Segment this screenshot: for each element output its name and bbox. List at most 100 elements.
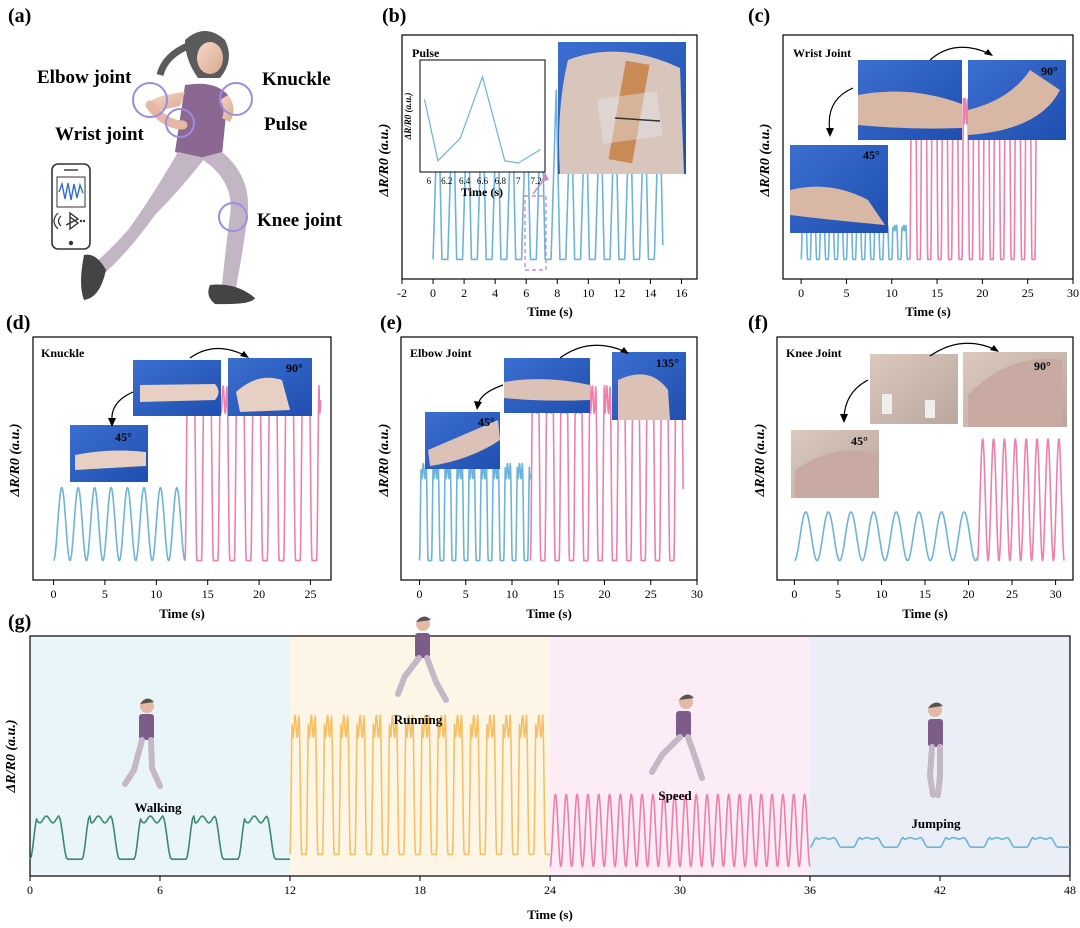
wrist-photos: 90° 45° bbox=[790, 46, 1066, 233]
x-tick-label-f-0: 0 bbox=[791, 587, 797, 601]
panel-c-label: (c) bbox=[748, 5, 770, 27]
activity-jumping: Jumping bbox=[911, 816, 961, 831]
label-elbow-joint: Elbow joint bbox=[37, 67, 132, 88]
x-axis-label-g: Time (s) bbox=[527, 907, 573, 922]
x-tick-label-g-3: 18 bbox=[414, 883, 426, 897]
x-axis-label-d: Time (s) bbox=[159, 606, 205, 621]
x-tick-label-g-0: 0 bbox=[27, 883, 33, 897]
panel-f-label: (f) bbox=[748, 312, 768, 334]
jumping-figure bbox=[926, 702, 943, 798]
x-tick-label-b-2: 2 bbox=[461, 286, 467, 300]
series-line-g-0-0 bbox=[29, 815, 290, 860]
inset-x-tick-label-6: 7.2 bbox=[530, 176, 541, 186]
speed-figure bbox=[649, 694, 705, 781]
series-line-c-0-0 bbox=[800, 224, 911, 261]
elbow-angle-135: 135° bbox=[656, 356, 679, 370]
panel-e-label: (e) bbox=[380, 312, 402, 334]
series-line-g-2-0 bbox=[549, 793, 811, 868]
axes-f: 0 5 10 15 20 25 30 Time (s) ΔR/R0 (a.u.) bbox=[753, 424, 1062, 621]
x-tick-label-e-3: 15 bbox=[552, 587, 564, 601]
panel-b-label: (b) bbox=[382, 5, 406, 27]
x-axis-label-b: Time (s) bbox=[527, 304, 573, 319]
x-tick-label-g-8: 48 bbox=[1064, 883, 1076, 897]
series-line-g-1-0 bbox=[289, 714, 551, 856]
label-pulse: Pulse bbox=[264, 114, 307, 135]
activity-speed: Speed bbox=[658, 788, 692, 803]
panel-g: (g) 0 6 12 18 24 30 36 42 48 Time (s) ΔR/R0 (a.u.)… bbox=[4, 611, 1076, 922]
x-tick-label-b-4: 6 bbox=[523, 286, 529, 300]
y-axis-label-g: ΔR/R0 (a.u.) bbox=[4, 720, 19, 794]
series-line-d-0-0 bbox=[52, 486, 186, 562]
series-line-f-0-0 bbox=[794, 511, 978, 562]
x-tick-label-d-4: 20 bbox=[253, 587, 265, 601]
x-tick-label-g-5: 30 bbox=[674, 883, 686, 897]
x-tick-label-g-1: 6 bbox=[157, 883, 163, 897]
x-axis-label-f: Time (s) bbox=[902, 606, 948, 621]
activity-running: Running bbox=[394, 712, 443, 727]
wrist-angle-90: 90° bbox=[1041, 64, 1058, 78]
x-tick-label-e-1: 5 bbox=[463, 587, 469, 601]
series-line-f-1-0 bbox=[976, 438, 1066, 562]
wrist-photo bbox=[558, 42, 686, 174]
panel-a-label: (a) bbox=[8, 5, 31, 27]
knee-photos: 90° 45° bbox=[791, 342, 1067, 498]
x-tick-label-c-5: 25 bbox=[1022, 286, 1034, 300]
smartphone-icon bbox=[51, 163, 91, 250]
regions-g bbox=[30, 636, 1070, 876]
x-axis-label-e: Time (s) bbox=[526, 606, 572, 621]
inset-x-tick-label-5: 7 bbox=[516, 176, 521, 186]
x-tick-label-c-3: 15 bbox=[931, 286, 943, 300]
axes-b: -2 0 2 4 6 8 10 12 14 16 Time (s) ΔR/R0 (a.u.) bbox=[377, 124, 687, 319]
x-tick-label-c-6: 30 bbox=[1067, 286, 1079, 300]
x-tick-label-e-2: 10 bbox=[506, 587, 518, 601]
panel-f-title: Knee Joint bbox=[786, 346, 842, 360]
label-knee-joint: Knee joint bbox=[257, 210, 343, 231]
panel-a: (a) Elbow joint Knuckle Wrist joint bbox=[8, 5, 343, 305]
panel-c-title: Wrist Joint bbox=[793, 46, 851, 60]
x-tick-label-b-8: 14 bbox=[644, 286, 656, 300]
runner-illustration bbox=[81, 31, 255, 305]
x-tick-label-d-2: 10 bbox=[150, 587, 162, 601]
x-tick-label-f-2: 10 bbox=[875, 587, 887, 601]
bluetooth-icon bbox=[53, 211, 86, 231]
panel-f: (f) 0 5 10 15 20 25 30 Time (s) ΔR/R0 (a.u.) Kne… bbox=[748, 312, 1074, 621]
x-tick-label-d-5: 25 bbox=[304, 587, 316, 601]
x-tick-label-c-2: 10 bbox=[886, 286, 898, 300]
x-tick-label-f-5: 25 bbox=[1006, 587, 1018, 601]
axes-e: 0 5 10 15 20 25 30 Time (s) ΔR/R0 (a.u.) bbox=[377, 424, 703, 621]
knee-angle-90: 90° bbox=[1034, 359, 1051, 373]
walking-figure bbox=[122, 698, 163, 789]
panel-d: (d) 0 5 10 15 20 25 Time (s) ΔR/R0 (a.u.) Knuck… bbox=[6, 312, 332, 621]
knee-angle-45: 45° bbox=[851, 434, 868, 448]
y-axis-label-f: ΔR/R0 (a.u.) bbox=[753, 424, 768, 498]
x-tick-label-c-4: 20 bbox=[976, 286, 988, 300]
x-tick-label-c-1: 5 bbox=[843, 286, 849, 300]
waveform-icon bbox=[58, 181, 84, 201]
x-tick-label-g-4: 24 bbox=[544, 883, 556, 897]
y-axis-label-d: ΔR/R0 (a.u.) bbox=[8, 424, 23, 498]
inset-x-tick-label-4: 6.8 bbox=[495, 176, 507, 186]
y-axis-label-c: ΔR/R0 (a.u.) bbox=[758, 124, 773, 198]
x-tick-label-f-6: 30 bbox=[1050, 587, 1062, 601]
inset-x-tick-label-2: 6.4 bbox=[459, 176, 471, 186]
activity-walking: Walking bbox=[135, 800, 182, 815]
series-b bbox=[432, 87, 664, 261]
wrist-marker bbox=[165, 108, 195, 138]
axes-g: 0 6 12 18 24 30 36 42 48 Time (s) ΔR/R0 (a.u.) bbox=[4, 720, 1076, 922]
axes-c: 0 5 10 15 20 25 30 Time (s) ΔR/R0 (a.u.) bbox=[758, 124, 1079, 319]
inset-xlabel: Time (s) bbox=[461, 185, 503, 199]
x-tick-label-b-1: 0 bbox=[430, 286, 436, 300]
knuckle-marker bbox=[219, 82, 253, 116]
x-tick-label-b-9: 16 bbox=[675, 286, 687, 300]
panel-d-label: (d) bbox=[6, 312, 30, 334]
inset-ylabel: ΔR/R0 (a.u.) bbox=[403, 93, 413, 141]
knuckle-angle-90: 90° bbox=[286, 361, 303, 375]
panel-e: (e) 0 5 10 15 20 25 30 Time (s) ΔR/R0 (a.u.) Elb… bbox=[377, 312, 703, 621]
x-tick-label-b-7: 12 bbox=[613, 286, 625, 300]
x-tick-label-d-3: 15 bbox=[202, 587, 214, 601]
activity-region-2 bbox=[550, 636, 810, 876]
x-tick-label-d-0: 0 bbox=[51, 587, 57, 601]
panel-g-label: (g) bbox=[8, 611, 31, 633]
inset-b: 6 6.2 6.4 6.6 6.8 7 7.2 bbox=[423, 74, 542, 186]
